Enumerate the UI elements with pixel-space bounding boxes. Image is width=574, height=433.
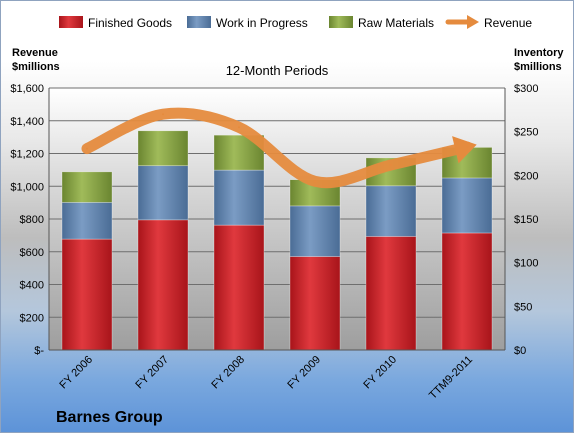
x-tick-label: FY 2010 [361,354,399,392]
x-tick-label: FY 2006 [57,354,95,392]
revenue-point [238,126,240,129]
right-tick-label: $250 [514,127,538,139]
line-layer [81,107,477,189]
bar-work-in-progress [289,205,341,257]
legend-label-work-in-progress: Work in Progress [216,16,308,30]
revenue-point [466,145,468,148]
left-tick-label: $- [34,345,44,357]
right-tick-label: $0 [514,345,526,357]
legend-label-finished-goods: Finished Goods [88,16,172,30]
bar-raw-materials [61,171,113,203]
bar-finished-goods [289,256,341,351]
left-tick-label: $1,400 [10,116,44,128]
bar-work-in-progress [365,185,417,237]
left-axis-title-line1: Revenue [12,47,58,59]
right-axis-title-line1: Inventory [514,47,564,59]
revenue-line [81,107,473,189]
bar-raw-materials [137,130,189,167]
x-tick-label: FY 2007 [133,354,171,392]
bar-finished-goods [61,238,113,351]
legend-swatch-raw-materials [329,16,353,28]
right-tick-label: $150 [514,214,538,226]
chart-subtitle: 12-Month Periods [226,63,329,78]
left-tick-label: $600 [20,247,44,259]
bar-finished-goods [137,219,189,351]
bar-finished-goods [365,236,417,351]
right-tick-label: $50 [514,301,532,313]
left-tick-label: $200 [20,312,44,324]
left-tick-label: $800 [20,214,44,226]
bar-work-in-progress [137,165,189,221]
revenue-point [86,147,88,150]
left-tick-label: $1,000 [10,181,44,193]
right-tick-label: $300 [514,83,538,95]
revenue-point [314,180,316,183]
left-tick-label: $1,200 [10,149,44,161]
legend-label-revenue: Revenue [484,16,532,30]
x-tick-label: FY 2008 [209,354,247,392]
bar-work-in-progress [213,169,265,226]
x-tick-label: TTM9-2011 [427,354,475,402]
revenue-point [390,163,392,166]
legend-swatch-finished-goods [59,16,83,28]
left-axis-title-line2: $millions [12,61,60,73]
right-axis-title-line2: $millions [514,61,562,73]
bar-finished-goods [213,224,265,351]
company-name: Barnes Group [56,409,163,426]
legend-label-raw-materials: Raw Materials [358,16,434,30]
x-tick-label: FY 2009 [285,354,323,392]
right-tick-label: $200 [514,170,538,182]
right-tick-label: $100 [514,258,538,270]
bar-finished-goods [441,232,493,351]
legend: Finished Goods Work in Progress Raw Mate… [59,15,532,30]
left-tick-label: $400 [20,280,44,292]
left-tick-label: $1,600 [10,83,44,95]
revenue-point [162,113,164,116]
bar-layer [61,130,493,351]
bar-work-in-progress [61,202,113,240]
bar-work-in-progress [441,177,493,234]
legend-swatch-work-in-progress [187,16,211,28]
legend-swatch-revenue [445,15,479,29]
revenue-arrowhead [452,136,477,164]
